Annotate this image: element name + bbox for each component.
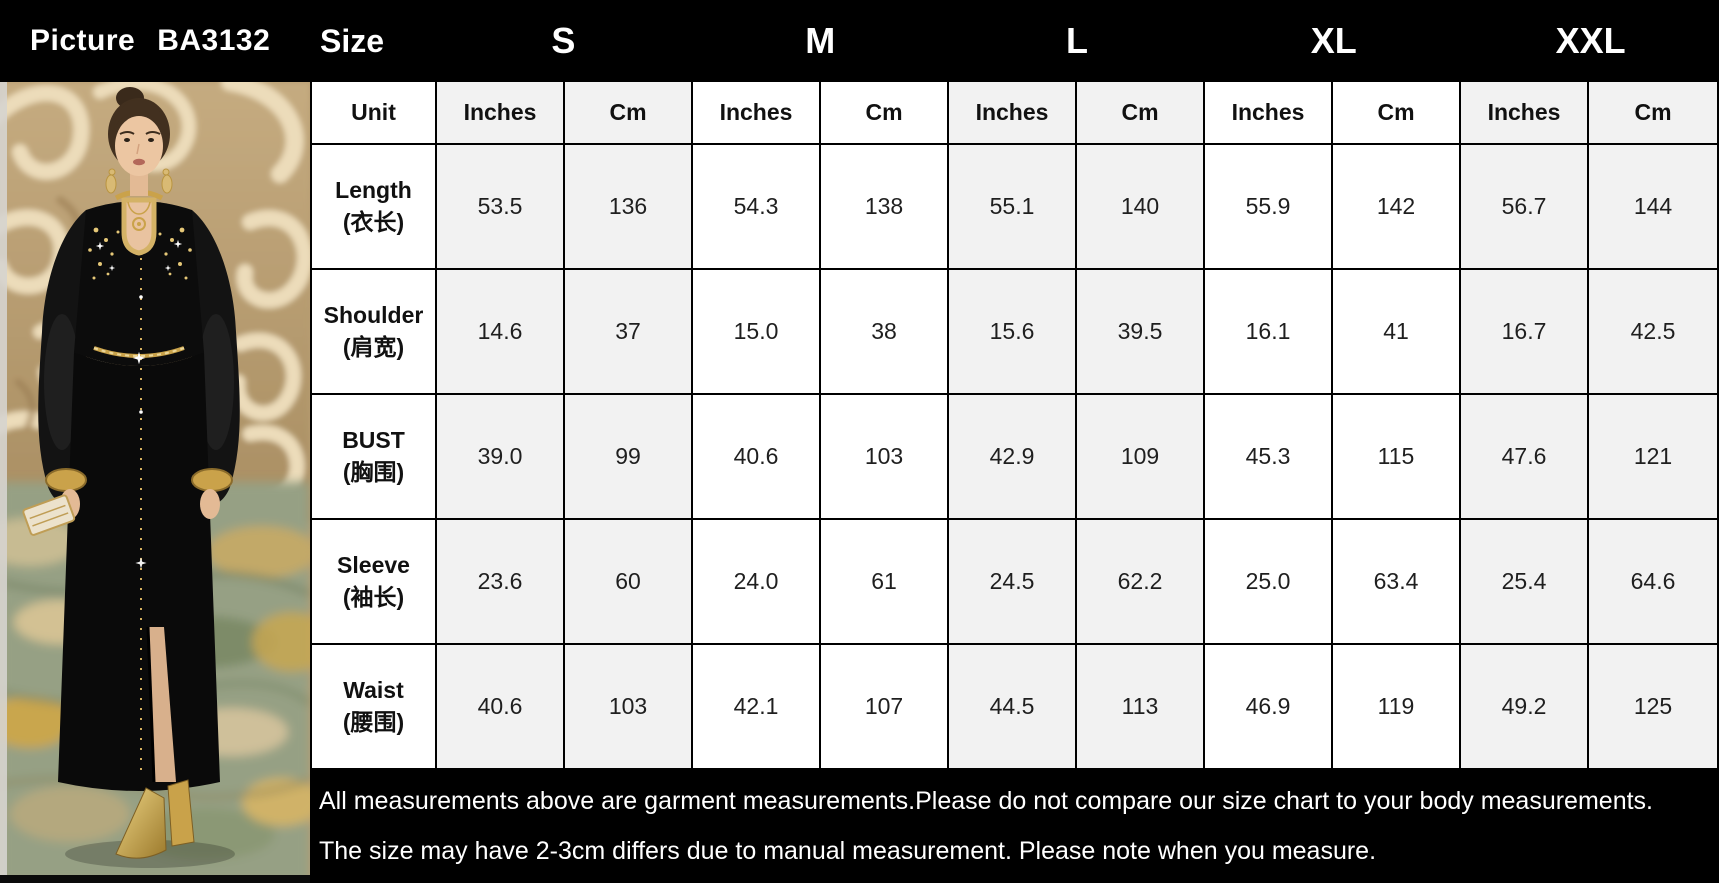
measure-value-cell: 103 — [565, 645, 693, 770]
disclaimer-line-2: The size may have 2-3cm differs due to m… — [319, 837, 1377, 866]
measure-value-cell: 24.0 — [693, 520, 821, 645]
measure-value-cell: 138 — [821, 145, 949, 270]
measure-value-cell: 25.0 — [1205, 520, 1333, 645]
measure-value-cell: 136 — [565, 145, 693, 270]
product-photo — [0, 82, 310, 883]
unit-cell: Cm — [1589, 82, 1717, 145]
size-header-l: L — [1065, 20, 1088, 61]
measure-value-cell: 37 — [565, 270, 693, 395]
measure-value-cell: 62.2 — [1077, 520, 1205, 645]
row-label-zh: (袖长) — [342, 583, 405, 610]
measure-value-cell: 23.6 — [437, 520, 565, 645]
size-column-headers: S M L XL XXL — [435, 0, 1719, 82]
measure-value-cell: 119 — [1333, 645, 1461, 770]
measure-value-cell: 54.3 — [693, 145, 821, 270]
measure-value-cell: 64.6 — [1589, 520, 1717, 645]
row-label-shoulder: Shoulder (肩宽) — [312, 270, 437, 395]
measure-value-cell: 42.9 — [949, 395, 1077, 520]
measurement-table: Unit Inches Cm Inches Cm Inches Cm Inche… — [310, 82, 1719, 770]
disclaimer-bar: All measurements above are garment measu… — [310, 770, 1719, 883]
measure-value-cell: 24.5 — [949, 520, 1077, 645]
size-header-xl: XL — [1310, 20, 1357, 61]
row-label-en: Sleeve — [337, 552, 410, 579]
size-header-xxl: XXL — [1555, 20, 1626, 61]
measure-value-cell: 40.6 — [693, 395, 821, 520]
measure-value-cell: 63.4 — [1333, 520, 1461, 645]
product-photo-art — [0, 82, 310, 883]
size-header-s: S — [551, 20, 576, 61]
measure-value-cell: 39.0 — [437, 395, 565, 520]
picture-label: Picture — [30, 24, 136, 57]
measure-value-cell: 99 — [565, 395, 693, 520]
measure-value-cell: 56.7 — [1461, 145, 1589, 270]
measure-value-cell: 121 — [1589, 395, 1717, 520]
row-label-zh: (腰围) — [342, 708, 405, 735]
row-label-zh: (肩宽) — [342, 333, 405, 360]
measure-value-cell: 46.9 — [1205, 645, 1333, 770]
unit-cell: Inches — [949, 82, 1077, 145]
measure-value-cell: 44.5 — [949, 645, 1077, 770]
measure-value-cell: 40.6 — [437, 645, 565, 770]
measure-value-cell: 125 — [1589, 645, 1717, 770]
row-label-waist: Waist (腰围) — [312, 645, 437, 770]
measure-value-cell: 47.6 — [1461, 395, 1589, 520]
measure-value-cell: 142 — [1333, 145, 1461, 270]
row-label-sleeve: Sleeve (袖长) — [312, 520, 437, 645]
measure-value-cell: 53.5 — [437, 145, 565, 270]
unit-cell: Cm — [565, 82, 693, 145]
measure-value-cell: 42.5 — [1589, 270, 1717, 395]
measure-value-cell: 61 — [821, 520, 949, 645]
measure-value-cell: 144 — [1589, 145, 1717, 270]
unit-cell: Inches — [1205, 82, 1333, 145]
measure-value-cell: 55.1 — [949, 145, 1077, 270]
measure-value-cell: 15.0 — [693, 270, 821, 395]
unit-cell: Inches — [693, 82, 821, 145]
unit-cell: Cm — [1333, 82, 1461, 145]
measure-value-cell: 113 — [1077, 645, 1205, 770]
measure-value-cell: 41 — [1333, 270, 1461, 395]
measure-value-cell: 109 — [1077, 395, 1205, 520]
measure-value-cell: 49.2 — [1461, 645, 1589, 770]
measure-value-cell: 107 — [821, 645, 949, 770]
measure-value-cell: 140 — [1077, 145, 1205, 270]
measure-value-cell: 25.4 — [1461, 520, 1589, 645]
row-label-en: Waist — [343, 677, 404, 704]
measure-value-cell: 42.1 — [693, 645, 821, 770]
size-label: Size — [320, 22, 385, 59]
row-label-en: Length — [335, 177, 412, 204]
measure-value-cell: 16.7 — [1461, 270, 1589, 395]
measure-value-cell: 38 — [821, 270, 949, 395]
row-label-bust: BUST (胸围) — [312, 395, 437, 520]
model-number: BA3132 — [157, 24, 271, 57]
measure-value-cell: 60 — [565, 520, 693, 645]
header-bar: Picture BA3132 Size S M L XL XXL — [0, 0, 1719, 82]
row-label-en: Shoulder — [323, 302, 424, 329]
unit-cell: Inches — [1461, 82, 1589, 145]
unit-label-cell: Unit — [312, 82, 437, 145]
size-header-m: M — [805, 20, 836, 61]
measure-value-cell: 103 — [821, 395, 949, 520]
measure-value-cell: 55.9 — [1205, 145, 1333, 270]
measure-value-cell: 16.1 — [1205, 270, 1333, 395]
row-label-length: Length (衣长) — [312, 145, 437, 270]
unit-cell: Inches — [437, 82, 565, 145]
picture-model-cell: Picture BA3132 — [0, 24, 310, 58]
unit-cell: Cm — [1077, 82, 1205, 145]
unit-cell: Cm — [821, 82, 949, 145]
measure-value-cell: 45.3 — [1205, 395, 1333, 520]
measure-value-cell: 15.6 — [949, 270, 1077, 395]
measure-value-cell: 39.5 — [1077, 270, 1205, 395]
row-label-zh: (胸围) — [342, 458, 405, 485]
row-label-zh: (衣长) — [342, 208, 405, 235]
row-label-en: BUST — [342, 427, 405, 454]
measure-value-cell: 14.6 — [437, 270, 565, 395]
measure-value-cell: 115 — [1333, 395, 1461, 520]
disclaimer-line-1: All measurements above are garment measu… — [319, 786, 1653, 815]
